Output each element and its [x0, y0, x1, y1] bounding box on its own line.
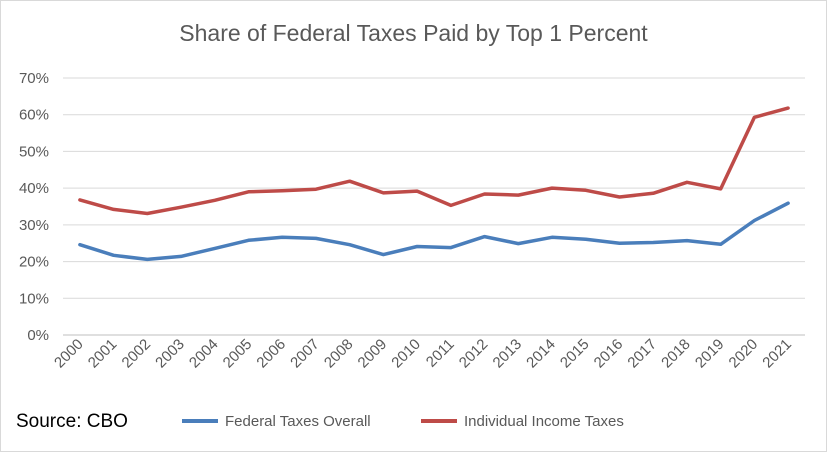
x-tick-label: 2000: [51, 336, 87, 372]
y-tick-label: 70%: [19, 70, 49, 87]
series-line-federal-taxes-overall: [78, 201, 790, 262]
x-tick-label: 2005: [220, 336, 256, 372]
x-tick-label: 2008: [321, 336, 357, 372]
series-line-individual-income-taxes: [78, 106, 790, 216]
y-tick-label: 20%: [19, 254, 49, 271]
x-tick-label: 2012: [456, 336, 492, 372]
x-tick-label: 2009: [355, 336, 391, 372]
legend-label: Federal Taxes Overall: [225, 413, 371, 430]
x-tick-label: 2014: [523, 336, 559, 372]
x-tick-label: 2007: [287, 336, 323, 372]
x-tick-label: 2003: [152, 336, 188, 372]
x-tick-label: 2011: [423, 336, 458, 371]
y-tick-label: 40%: [19, 180, 49, 197]
x-tick-label: 2019: [692, 336, 728, 372]
y-tick-label: 0%: [27, 327, 49, 344]
x-tick-label: 2013: [490, 336, 526, 372]
x-tick-label: 2010: [388, 336, 424, 372]
legend-label: Individual Income Taxes: [464, 413, 624, 430]
x-tick-label: 2001: [85, 336, 121, 372]
source-note: Source: CBO: [16, 411, 128, 432]
chart-title: Share of Federal Taxes Paid by Top 1 Per…: [179, 20, 648, 46]
x-tick-label: 2016: [591, 336, 627, 372]
y-tick-label: 30%: [19, 217, 49, 234]
x-tick-label: 2021: [759, 336, 795, 372]
x-tick-label: 2018: [658, 336, 694, 372]
x-tick-label: 2017: [624, 336, 660, 372]
x-tick-label: 2015: [557, 336, 593, 372]
x-tick-label: 2002: [119, 336, 155, 372]
y-tick-label: 50%: [19, 143, 49, 160]
y-tick-label: 10%: [19, 290, 49, 307]
x-tick-label: 2004: [186, 336, 222, 372]
x-tick-label: 2006: [253, 336, 289, 372]
y-tick-label: 60%: [19, 107, 49, 124]
x-tick-label: 2020: [726, 336, 762, 372]
